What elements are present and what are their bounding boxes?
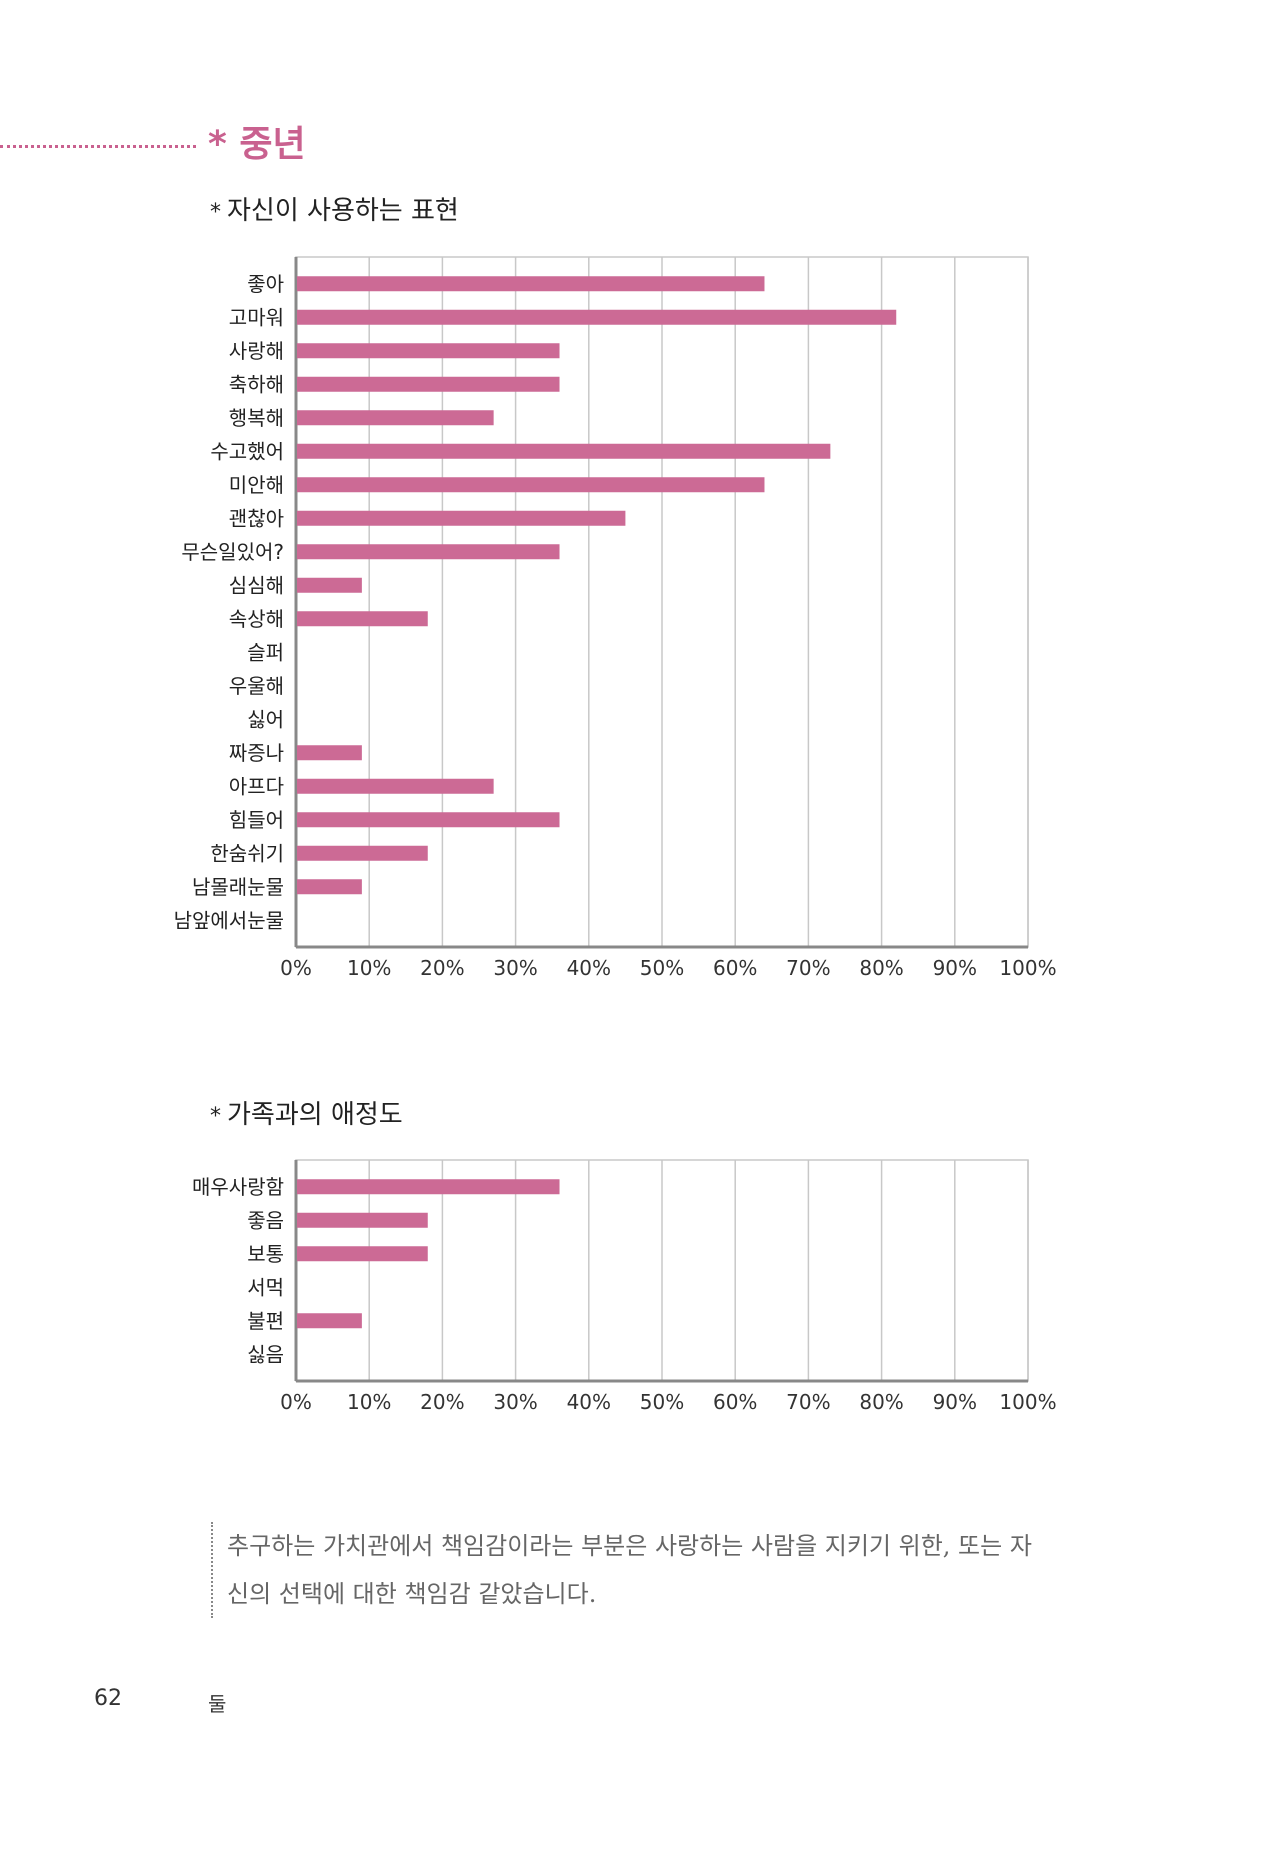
bar	[297, 577, 362, 593]
category-label: 짜증나	[229, 741, 284, 765]
category-label: 슬퍼	[247, 640, 284, 664]
category-label: 서먹	[247, 1275, 284, 1299]
chart-title-expressions: * 자신이 사용하는 표현	[210, 190, 459, 227]
category-label: 괜찮아	[229, 506, 284, 530]
bar	[297, 1212, 428, 1228]
bar	[297, 812, 560, 828]
x-tick-label: 100%	[999, 1390, 1056, 1414]
chart-title-marker: *	[210, 1104, 221, 1129]
x-tick-label: 30%	[493, 1390, 537, 1414]
bar	[297, 879, 362, 895]
x-tick-label: 10%	[347, 1390, 391, 1414]
category-label: 싫어	[247, 707, 284, 731]
x-tick-label: 80%	[859, 1390, 903, 1414]
bar	[297, 477, 765, 493]
x-tick-label: 70%	[786, 1390, 830, 1414]
chart-title-marker: *	[210, 200, 221, 225]
category-label: 남앞에서눈물	[174, 908, 284, 932]
category-label: 남몰래눈물	[192, 875, 284, 899]
quote-block: 추구하는 가치관에서 책임감이라는 부분은 사랑하는 사람을 지키기 위한, 또…	[211, 1522, 1047, 1618]
x-tick-label: 60%	[713, 1390, 757, 1414]
x-tick-label: 0%	[280, 956, 312, 980]
category-label: 심심해	[229, 573, 284, 597]
chart-title-family-affection: * 가족과의 애정도	[210, 1094, 403, 1131]
bar	[297, 1179, 560, 1195]
category-label: 힘들어	[229, 808, 284, 832]
category-label: 수고했어	[210, 439, 284, 463]
category-label: 속상해	[229, 607, 284, 631]
bar	[297, 845, 428, 861]
category-label: 우울해	[229, 674, 284, 698]
category-label: 행복해	[229, 406, 284, 430]
bar	[297, 745, 362, 761]
category-label: 미안해	[229, 473, 284, 497]
x-tick-label: 80%	[859, 956, 903, 980]
category-label: 무슨일있어?	[181, 540, 284, 564]
chart-title-text: 가족과의 애정도	[227, 1100, 403, 1130]
bar	[297, 376, 560, 392]
category-label: 축하해	[229, 372, 284, 396]
x-tick-label: 20%	[420, 1390, 464, 1414]
x-tick-label: 90%	[933, 1390, 977, 1414]
bar	[297, 611, 428, 627]
x-tick-label: 0%	[280, 1390, 312, 1414]
category-label: 한숨쉬기	[210, 841, 284, 865]
family-affection-bar-chart: 0% 10% 20% 30% 40% 50% 60% 70% 80% 90% 100% 매우사랑함좋음…	[192, 1159, 1057, 1414]
section-divider	[0, 145, 196, 148]
x-tick-label: 40%	[567, 956, 611, 980]
bar	[297, 276, 765, 292]
bar	[297, 343, 560, 359]
bar	[297, 1246, 428, 1262]
running-head: 둘	[208, 1692, 227, 1716]
category-label: 고마워	[229, 305, 284, 329]
category-label: 사랑해	[229, 339, 284, 363]
category-label: 아프다	[229, 774, 284, 798]
x-tick-label: 100%	[999, 956, 1056, 980]
page-number: 62	[94, 1686, 122, 1711]
category-label: 좋음	[247, 1208, 284, 1232]
bar	[297, 443, 831, 459]
bar	[297, 544, 560, 560]
x-tick-label: 20%	[420, 956, 464, 980]
bar	[297, 410, 494, 426]
x-tick-label: 50%	[640, 1390, 684, 1414]
category-label: 좋아	[247, 272, 284, 296]
x-tick-label: 90%	[933, 956, 977, 980]
bar	[297, 309, 897, 325]
quote-text: 추구하는 가치관에서 책임감이라는 부분은 사랑하는 사람을 지키기 위한, 또…	[227, 1532, 1032, 1608]
category-label: 보통	[247, 1242, 284, 1266]
section-title: * 중년	[208, 124, 306, 165]
expressions-bar-chart: 0% 10% 20% 30% 40% 50% 60% 70% 80% 90% 100% 좋아고마워사랑…	[174, 256, 1057, 980]
bar	[297, 1313, 362, 1329]
x-tick-label: 30%	[493, 956, 537, 980]
category-label: 싫음	[247, 1342, 284, 1366]
bar	[297, 778, 494, 794]
x-tick-label: 50%	[640, 956, 684, 980]
x-tick-label: 60%	[713, 956, 757, 980]
x-tick-label: 70%	[786, 956, 830, 980]
chart-title-text: 자신이 사용하는 표현	[227, 196, 459, 226]
bar	[297, 510, 626, 526]
category-label: 매우사랑함	[192, 1175, 284, 1199]
x-tick-label: 40%	[567, 1390, 611, 1414]
x-tick-label: 10%	[347, 956, 391, 980]
category-label: 불편	[247, 1309, 284, 1333]
